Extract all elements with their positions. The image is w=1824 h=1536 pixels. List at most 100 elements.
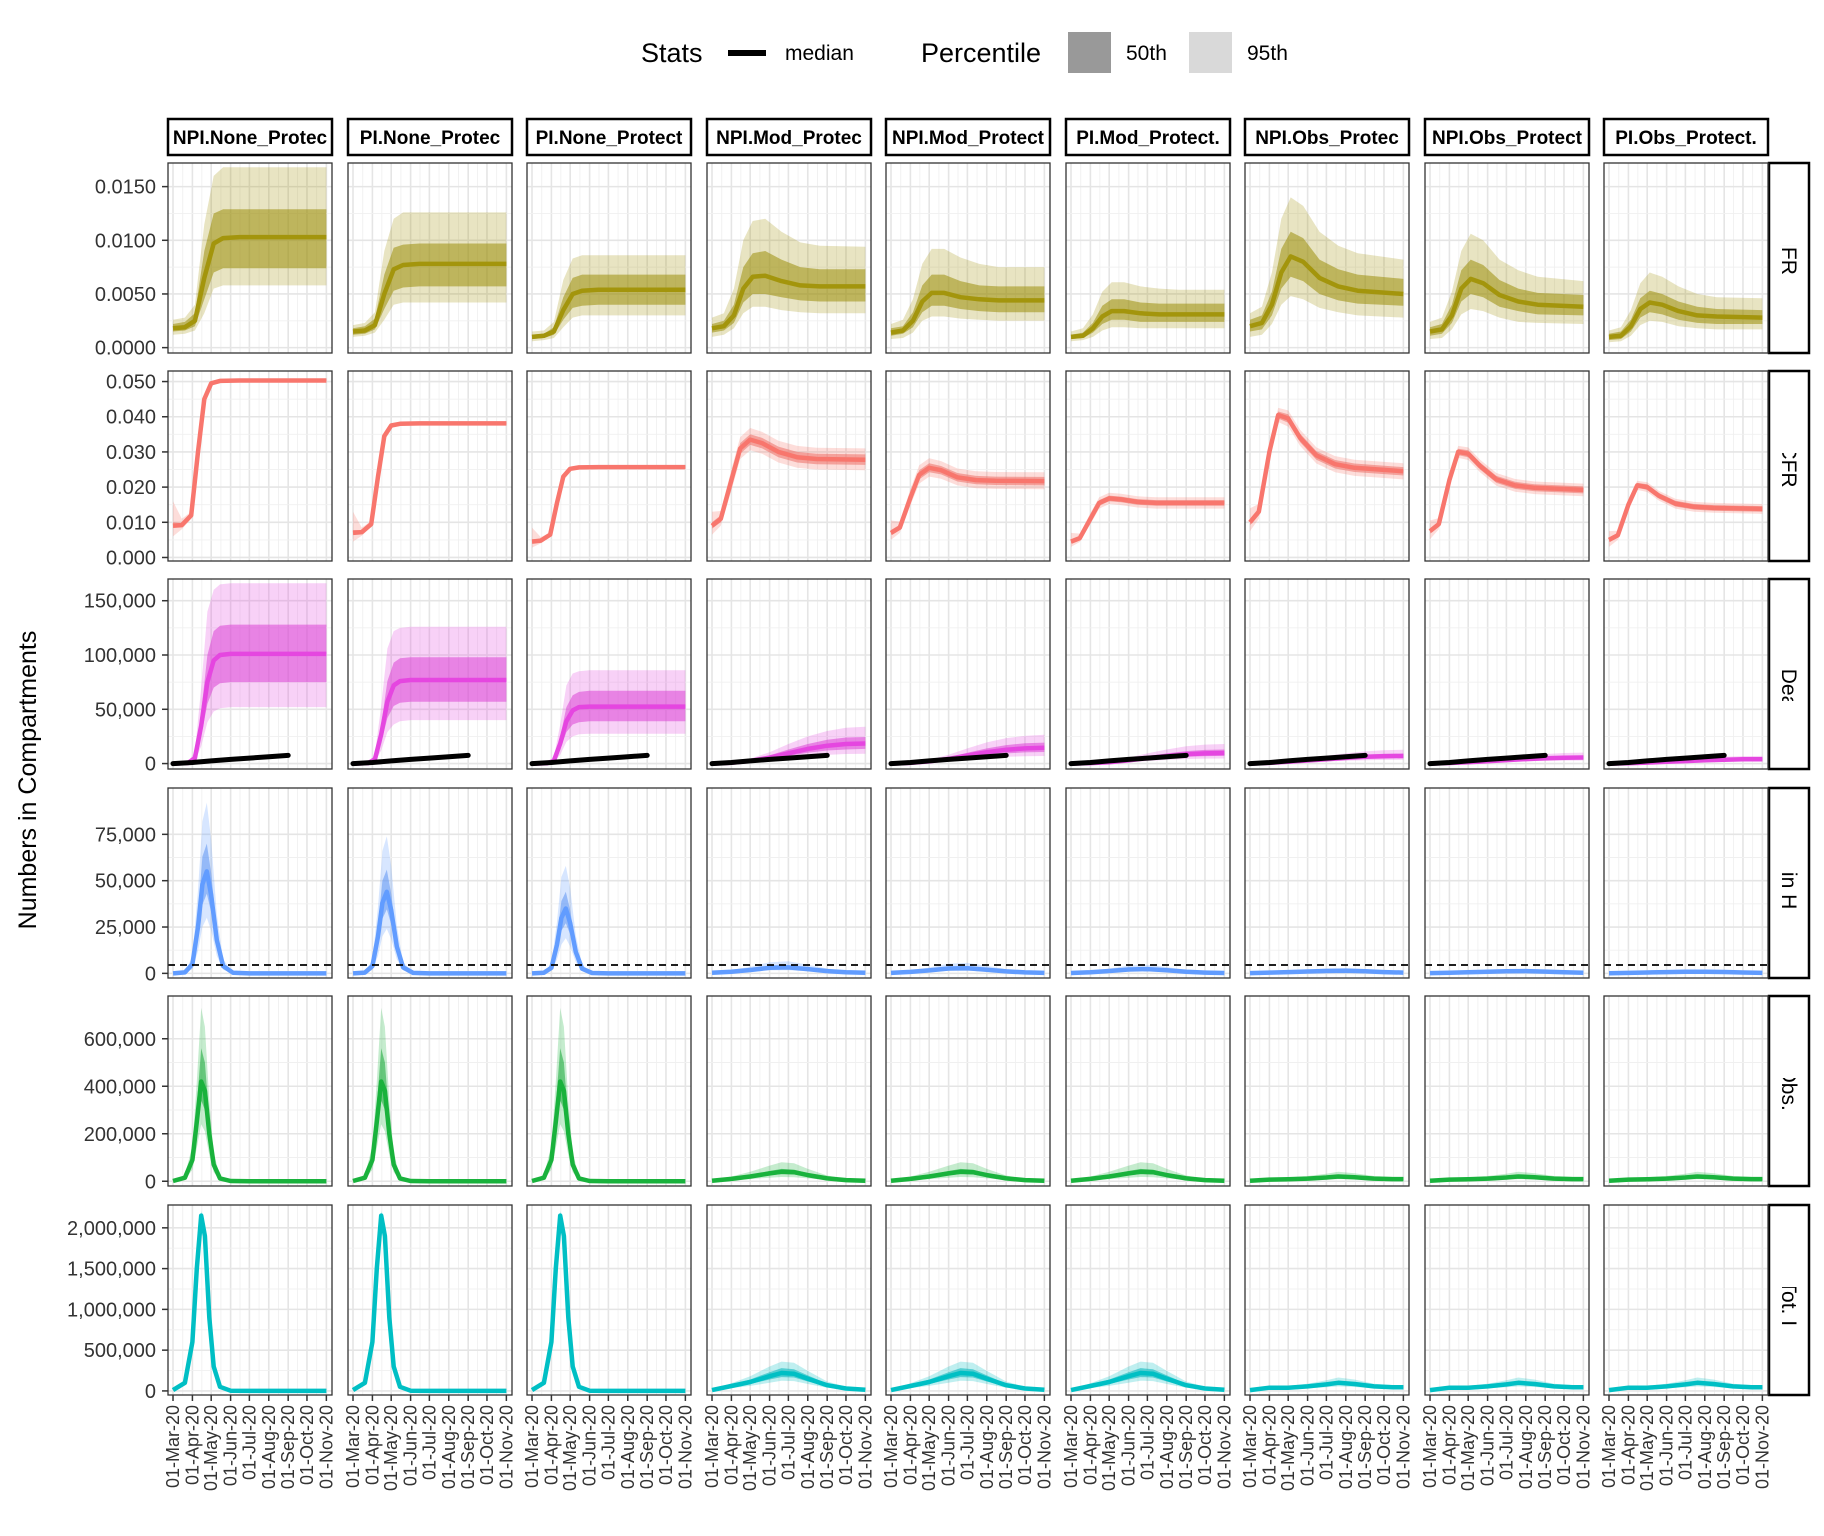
gridlines [707,1205,871,1395]
median-line [1248,412,1404,524]
x-tick-label: 01-Sep-20 [1176,1405,1196,1489]
facet-panel [167,995,333,1187]
column-strip: NPI.None_Protec [166,117,334,157]
x-tick-label: 01-Oct-20 [1374,1405,1394,1485]
x-tick-label: 01-Apr-20 [182,1405,202,1485]
median-line [352,1079,507,1184]
column-strip: NPI.Obs_Protect [1423,117,1591,157]
facet-panel [1424,787,1590,979]
y-tick-label: 1,000,000 [67,1299,156,1321]
panel-border [885,787,1051,979]
gridlines [1425,371,1589,561]
y-tick-label: 25,000 [95,917,156,939]
facet-panel [167,370,333,562]
column-strip-box [1423,117,1591,157]
median-line [1429,968,1584,976]
x-tick-label: 01-Sep-20 [278,1405,298,1489]
facet-panel [347,787,513,979]
median-line [710,437,866,528]
row-strip: Current Obs. Infected [1767,991,1811,1192]
facet-panel [167,1204,333,1396]
observed-deaths-line [350,752,471,767]
x-tick-label: 01-Aug-20 [1516,1405,1536,1489]
facet-panel [885,370,1051,562]
facet-panel [706,1204,872,1396]
panel-border [167,578,333,770]
y-tick-label: 0.050 [106,372,156,394]
x-tick-label: 01-Jun-20 [1298,1405,1318,1486]
facet-panel [167,162,333,354]
x-tick-label: 01-Jul-20 [957,1405,977,1480]
x-tick-label: 01-Aug-20 [798,1405,818,1489]
median-line [352,261,507,334]
gridlines [1425,163,1589,353]
facet-panel [885,1204,1051,1396]
x-tick-label: 01-Apr-20 [1439,1405,1459,1485]
x-tick-label: 01-May-20 [1278,1405,1298,1491]
x-tick-label: 01-Jun-20 [760,1405,780,1486]
gridlines [707,788,871,978]
gridlines [886,371,1050,561]
column-strip-label: NPI.Obs_Protec [1255,128,1399,149]
median-line [890,965,1045,976]
y-tick-label: 2,000,000 [67,1218,156,1240]
facet-panel [347,370,513,562]
panel-border [1244,370,1410,562]
band-95th [532,865,686,974]
x-tick-label: 01-Nov-20 [496,1405,516,1489]
facet-panel [167,578,333,770]
median-line [172,378,327,529]
y-tick-label: 100,000 [84,645,156,667]
y-tick-label: 0 [145,1381,156,1403]
band-50th [353,869,507,974]
facet-panel [1603,162,1769,354]
band-50th [173,209,327,332]
gridlines [1066,996,1230,1186]
x-tick-label: 01-Aug-20 [1695,1405,1715,1489]
panel-border [1424,162,1590,354]
facet-panel [526,578,692,770]
gridlines [707,996,871,1186]
panel-border [167,995,333,1187]
y-tick-label: 75,000 [95,824,156,846]
median-line [711,1169,866,1184]
median-line [1608,1380,1763,1393]
gridlines [348,371,512,561]
x-tick-label: 01-Jun-20 [1657,1405,1677,1486]
facet-panel [1424,578,1590,770]
x-tick-label: 01-Apr-20 [1618,1405,1638,1485]
panel-border [1603,162,1769,354]
panel-border [706,162,872,354]
band-95th [1071,744,1225,764]
column-strip-label: NPI.Obs_Protect [1432,128,1583,149]
gridlines [1245,371,1409,561]
panel-border [706,995,872,1187]
x-tick-label: 01-Nov-20 [675,1405,695,1489]
median-line [1608,1174,1763,1184]
y-tick-label: 500,000 [84,1340,156,1362]
row-strip-label: Current in Hospital [1777,796,1800,970]
median-line [1608,969,1763,976]
x-tick-label: 01-May-20 [1637,1405,1657,1491]
row-strip: Current in Hospital [1767,786,1811,980]
panel-border [885,370,1051,562]
observed-deaths-line [888,752,1009,767]
x-tick-label: 01-Sep-20 [458,1405,478,1489]
band-95th [173,802,327,974]
facet-panel [706,370,872,562]
gridlines [1245,1205,1409,1395]
facet-panel [885,162,1051,354]
median-line [1429,276,1584,334]
x-tick-label: 01-Mar-20 [881,1405,901,1488]
facet-panel [526,787,692,979]
facet-panel [347,995,513,1187]
facet-panel [1065,578,1231,770]
x-tick-label: 01-Sep-20 [817,1405,837,1489]
column-strip-label: NPI.Mod_Protect [892,128,1045,149]
panel-border [347,578,513,770]
row-strip-label: Current Obs. Infected [1777,991,1800,1192]
facet-panel [1603,578,1769,770]
panel-border [347,370,513,562]
panel-border [885,162,1051,354]
